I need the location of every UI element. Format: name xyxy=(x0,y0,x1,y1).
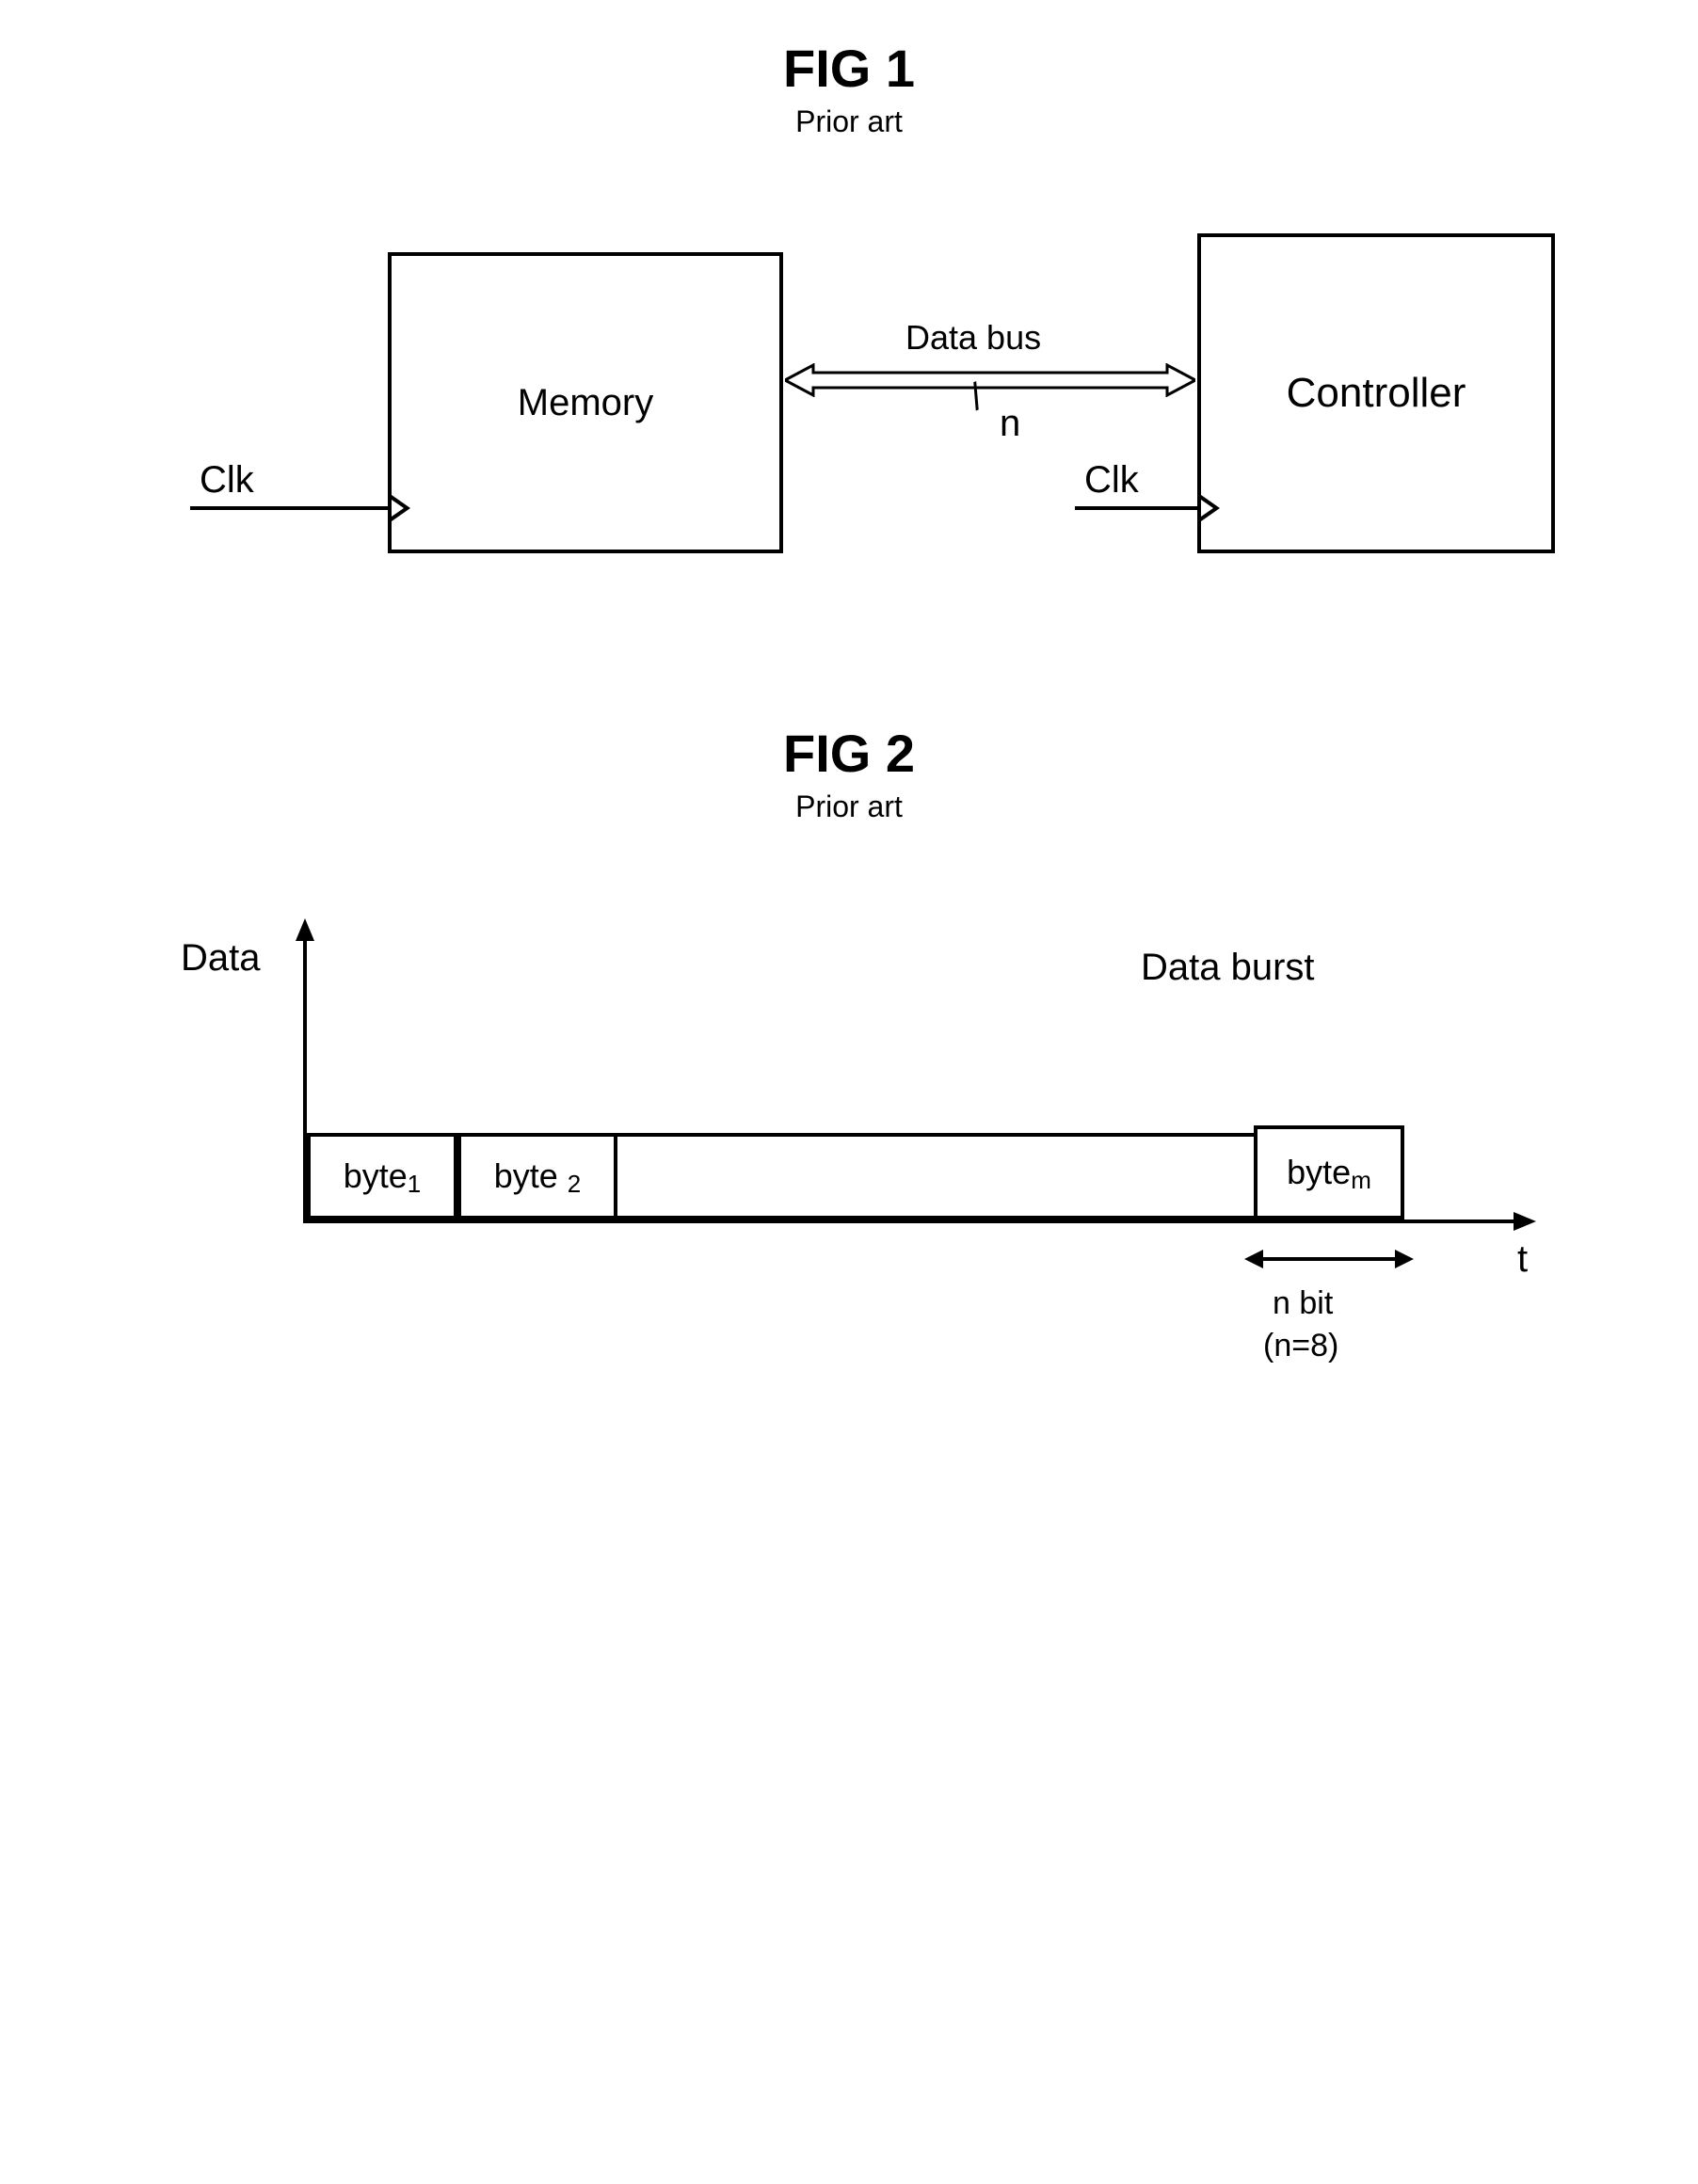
controller-block: Controller xyxy=(1197,233,1555,553)
x-axis-arrowhead-icon xyxy=(1514,1212,1536,1231)
fig2-subtitle: Prior art xyxy=(38,789,1660,824)
byte-2-subscript: 2 xyxy=(568,1170,581,1199)
y-axis-arrowhead-icon xyxy=(296,918,314,941)
byte-1-subscript: 1 xyxy=(408,1170,421,1199)
clk-left-triangle-icon xyxy=(392,495,410,521)
x-axis-label: t xyxy=(1517,1238,1528,1281)
nbit-label: n bit xyxy=(1273,1285,1333,1322)
controller-label: Controller xyxy=(1287,370,1466,417)
figure-2: FIG 2 Prior art Data t Data burst byte 1… xyxy=(38,723,1660,1370)
bus-width-n-label: n xyxy=(1000,403,1020,445)
data-burst-label: Data burst xyxy=(1141,947,1315,989)
memory-label: Memory xyxy=(518,382,653,424)
fig1-title: FIG 1 xyxy=(38,38,1660,99)
n-equals-label: (n=8) xyxy=(1263,1328,1338,1364)
clk-right-label: Clk xyxy=(1084,459,1139,502)
byte-2-cell: byte 2 xyxy=(457,1133,617,1220)
clk-left-line xyxy=(190,506,388,510)
fig2-diagram: Data t Data burst byte 1 byte 2 byte m n… xyxy=(143,881,1555,1370)
byte-m-subscript: m xyxy=(1351,1166,1371,1195)
clk-right-triangle-icon xyxy=(1201,495,1220,521)
byte-1-cell: byte 1 xyxy=(307,1133,457,1220)
fig2-title-block: FIG 2 Prior art xyxy=(38,723,1660,824)
fig1-diagram: Memory Controller Clk Clk Data bus / n xyxy=(143,215,1555,610)
figure-1: FIG 1 Prior art Memory Controller Clk Cl… xyxy=(38,38,1660,610)
burst-middle-bar xyxy=(617,1133,1254,1220)
byte-m-cell: byte m xyxy=(1254,1125,1404,1220)
x-axis xyxy=(303,1220,1517,1223)
data-bus-label: Data bus xyxy=(905,318,1041,358)
fig2-title: FIG 2 xyxy=(38,723,1660,784)
y-axis-label: Data xyxy=(181,937,261,980)
memory-block: Memory xyxy=(388,252,783,553)
byte-m-label: byte xyxy=(1287,1153,1351,1192)
data-bus-arrow-icon xyxy=(785,363,1195,397)
clk-left-label: Clk xyxy=(200,459,254,502)
byte-2-label: byte xyxy=(494,1156,558,1196)
fig1-subtitle: Prior art xyxy=(38,104,1660,139)
nbit-width-arrow-icon xyxy=(1244,1248,1414,1270)
byte-1-label: byte xyxy=(344,1156,408,1196)
clk-right-line xyxy=(1075,506,1197,510)
fig1-title-block: FIG 1 Prior art xyxy=(38,38,1660,139)
